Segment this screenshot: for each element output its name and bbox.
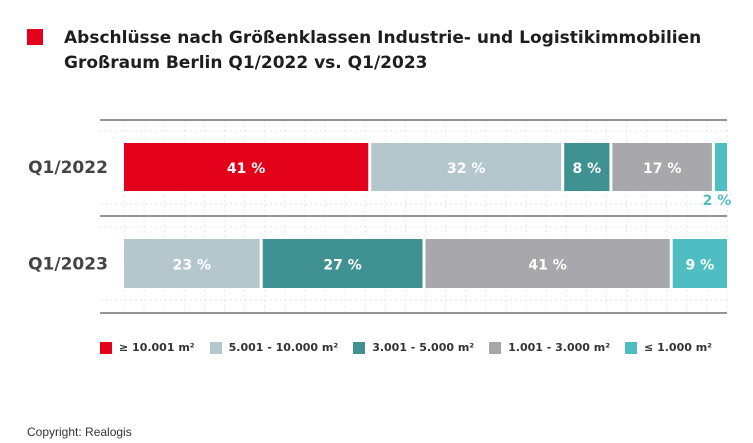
legend-item: 5.001 - 10.000 m² <box>209 341 339 354</box>
chart-title-line2: Großraum Berlin Q1/2022 vs. Q1/2023 <box>64 53 428 73</box>
data-label: 8 % <box>572 161 601 177</box>
data-label: 17 % <box>643 161 681 177</box>
legend-swatch <box>625 341 638 354</box>
bar-segment <box>612 143 712 191</box>
bar-segment <box>371 143 562 191</box>
legend-swatch <box>489 341 502 354</box>
title-marker <box>27 29 43 45</box>
source-credit: Copyright: Realogis <box>27 425 132 439</box>
data-label: 23 % <box>173 258 211 274</box>
legend-item: ≤ 1.000 m² <box>625 341 712 354</box>
legend-label: 5.001 - 10.000 m² <box>228 341 339 354</box>
legend-swatch <box>209 341 222 354</box>
legend-swatch <box>353 341 366 354</box>
bar-segment <box>564 143 610 191</box>
data-label: 9 % <box>686 258 715 274</box>
bar-segment <box>714 143 727 191</box>
chart-legend: ≥ 10.001 m² 5.001 - 10.000 m² 3.001 - 5.00… <box>100 341 712 354</box>
bar-segment <box>124 143 369 191</box>
category-label: Q1/2022 <box>28 158 108 178</box>
chart-title-line1: Abschlüsse nach Größenklassen Industrie-… <box>64 28 702 48</box>
legend-label: 3.001 - 5.000 m² <box>372 341 475 354</box>
legend-item: 1.001 - 3.000 m² <box>489 341 610 354</box>
bar-segment <box>262 239 423 288</box>
data-label: 2 % <box>703 193 732 209</box>
legend-item: ≥ 10.001 m² <box>100 341 195 354</box>
data-label: 32 % <box>447 161 485 177</box>
chart-title: Abschlüsse nach Größenklassen Industrie-… <box>64 26 701 76</box>
legend-label: ≥ 10.001 m² <box>119 341 195 354</box>
bar-segment <box>672 239 727 288</box>
data-label: 41 % <box>528 258 566 274</box>
bar-segment <box>425 239 670 288</box>
stacked-bar-chart: Q1/2022 41 % 32 % 8 % 17 % 2 % Q1/2023 23 % 27 %… <box>28 119 732 314</box>
category-label: Q1/2023 <box>28 255 108 275</box>
data-label: 27 % <box>323 258 361 274</box>
bar-segment <box>124 239 260 288</box>
legend-swatch <box>100 341 112 354</box>
legend-item: 3.001 - 5.000 m² <box>353 341 474 354</box>
legend-label: 1.001 - 3.000 m² <box>508 341 611 354</box>
legend-label: ≤ 1.000 m² <box>644 341 712 354</box>
data-label: 41 % <box>227 161 265 177</box>
